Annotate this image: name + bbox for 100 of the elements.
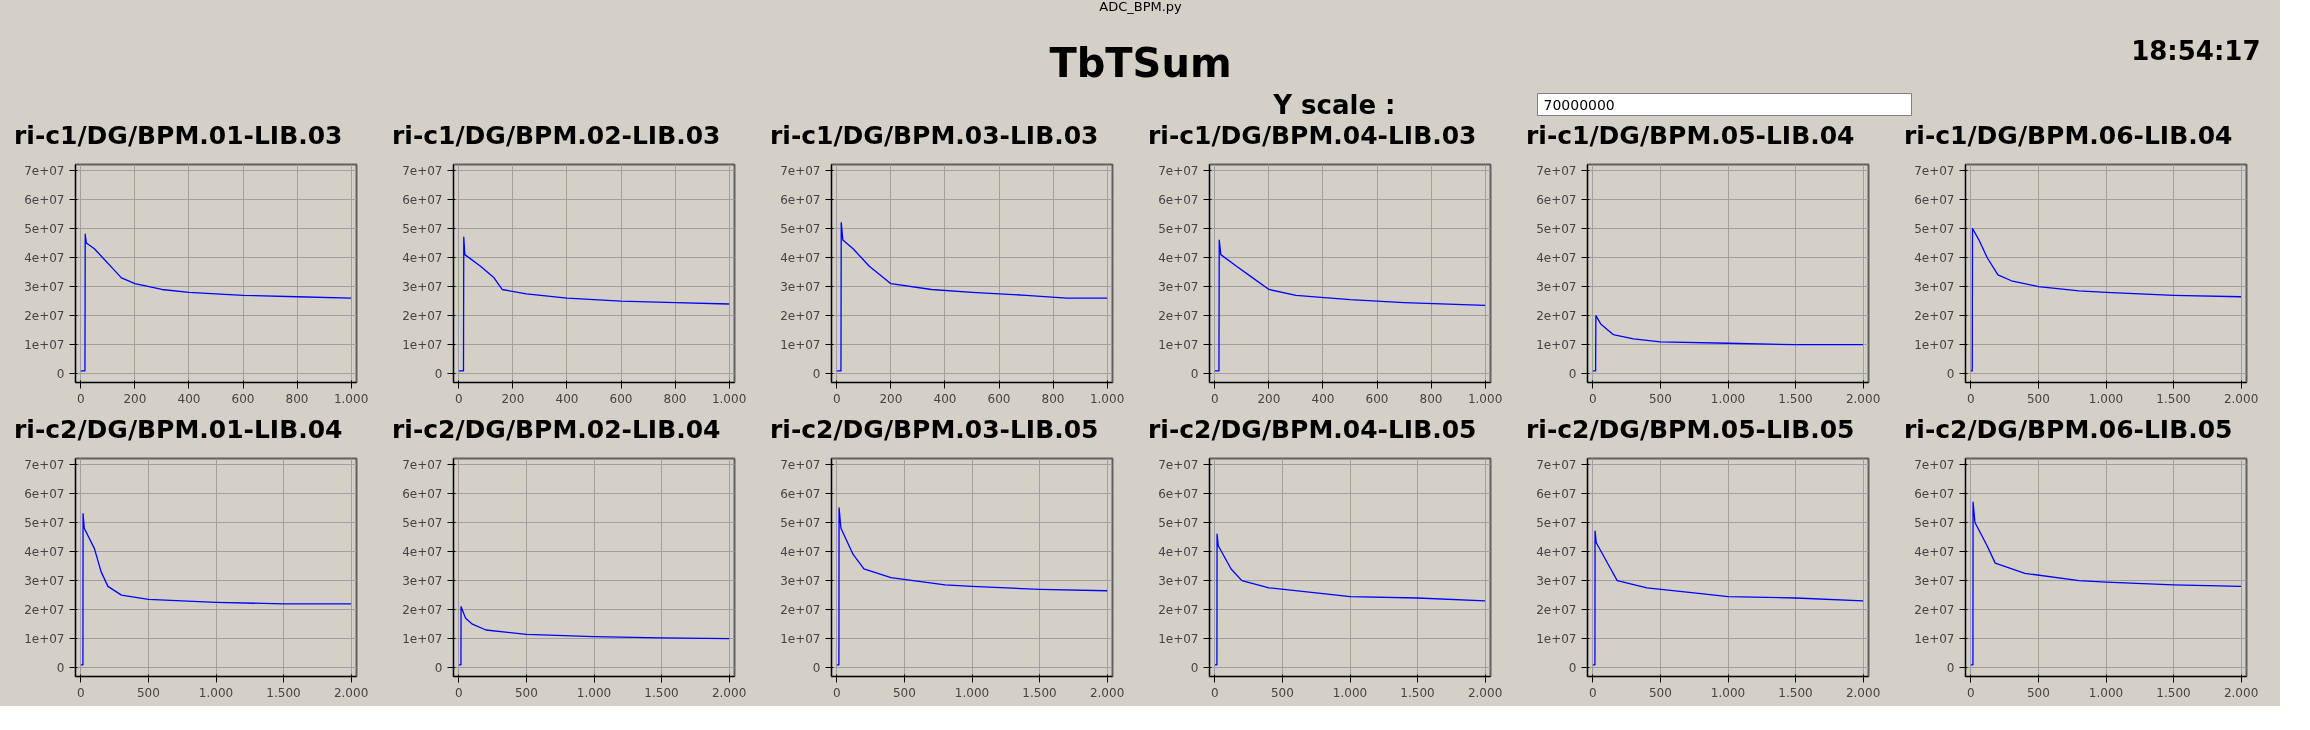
y-tick-label: 5e+07 <box>402 515 443 530</box>
y-tick-label: 7e+07 <box>1536 163 1577 178</box>
x-tick-label: 600 <box>609 391 633 406</box>
y-tick-label: 2e+07 <box>1914 309 1955 324</box>
y-tick-label: 1e+07 <box>402 632 443 647</box>
x-tick-label: 800 <box>1419 391 1443 406</box>
y-tick-label: 7e+07 <box>24 457 65 472</box>
y-tick-label: 4e+07 <box>402 251 443 266</box>
y-tick-label: 6e+07 <box>1158 486 1199 501</box>
chart-title: ri-c1/DG/BPM.05-LIB.04 <box>1526 120 1855 152</box>
y-tick-label: 1e+07 <box>402 338 443 353</box>
y-tick-label: 4e+07 <box>24 545 65 560</box>
chart-title: ri-c1/DG/BPM.02-LIB.03 <box>392 120 721 152</box>
x-tick-label: 2.000 <box>711 685 747 700</box>
chart-title: ri-c2/DG/BPM.05-LIB.05 <box>1526 414 1855 446</box>
y-tick-label: 7e+07 <box>1158 457 1199 472</box>
y-tick-label: 4e+07 <box>24 251 65 266</box>
y-tick-label: 4e+07 <box>402 545 443 560</box>
y-tick-label: 6e+07 <box>1158 192 1199 207</box>
chart-title: ri-c2/DG/BPM.04-LIB.05 <box>1148 414 1477 446</box>
y-tick-label: 1e+07 <box>780 632 821 647</box>
x-tick-label: 200 <box>1257 391 1281 406</box>
y-tick-label: 5e+07 <box>1914 515 1955 530</box>
x-tick-label: 1.500 <box>2156 685 2191 700</box>
y-tick-label: 2e+07 <box>780 309 821 324</box>
x-tick-label: 1.000 <box>1710 391 1746 406</box>
x-tick-label: 2.000 <box>1467 685 1503 700</box>
x-tick-label: 0 <box>833 685 841 700</box>
text: Y scale : <box>1272 89 1396 120</box>
y-tick-label: 4e+07 <box>1914 251 1955 266</box>
x-tick-label: 400 <box>1311 391 1335 406</box>
x-tick-label: 800 <box>663 391 687 406</box>
y-tick-label: 4e+07 <box>780 251 821 266</box>
x-tick-label: 400 <box>177 391 201 406</box>
x-tick-label: 0 <box>1589 391 1597 406</box>
y-tick-label: 3e+07 <box>780 574 821 589</box>
text: 18:54:17 <box>2131 35 2261 66</box>
x-tick-label: 500 <box>893 685 916 700</box>
y-tick-label: 0 <box>434 661 443 676</box>
y-tick-label: 0 <box>1190 661 1199 676</box>
x-tick-label: 2.000 <box>1845 391 1881 406</box>
x-tick-label: 1.000 <box>1332 685 1368 700</box>
y-tick-label: 0 <box>1568 367 1577 382</box>
y-tick-label: 6e+07 <box>1914 486 1955 501</box>
y-tick-label: 7e+07 <box>402 163 443 178</box>
y-tick-label: 5e+07 <box>1536 515 1577 530</box>
y-tick-label: 7e+07 <box>1914 457 1955 472</box>
chart-title: ri-c2/DG/BPM.01-LIB.04 <box>14 414 343 446</box>
y-tick-label: 2e+07 <box>780 603 821 618</box>
y-tick-label: 5e+07 <box>1914 221 1955 236</box>
chart-title: ri-c2/DG/BPM.02-LIB.04 <box>392 414 721 446</box>
y-tick-label: 3e+07 <box>1914 280 1955 295</box>
x-tick-label: 1.000 <box>2088 685 2124 700</box>
x-tick-label: 500 <box>2027 685 2050 700</box>
x-tick-label: 400 <box>933 391 957 406</box>
y-tick-label: 1e+07 <box>1536 338 1577 353</box>
y-tick-label: 7e+07 <box>402 457 443 472</box>
x-tick-label: 2.000 <box>1089 685 1125 700</box>
x-tick-label: 2.000 <box>333 685 369 700</box>
text: TbTSum <box>1049 39 1232 86</box>
y-tick-label: 3e+07 <box>1536 574 1577 589</box>
y-tick-label: 7e+07 <box>780 457 821 472</box>
y-tick-label: 3e+07 <box>402 280 443 295</box>
y-tick-label: 3e+07 <box>1158 280 1199 295</box>
y-tick-label: 4e+07 <box>1158 251 1199 266</box>
y-tick-label: 5e+07 <box>24 221 65 236</box>
y-tick-label: 1e+07 <box>24 338 65 353</box>
y-tick-label: 2e+07 <box>1914 603 1955 618</box>
x-tick-label: 0 <box>1967 391 1975 406</box>
text: 70000000 <box>1543 96 1615 113</box>
x-tick-label: 600 <box>231 391 255 406</box>
y-tick-label: 0 <box>1946 367 1955 382</box>
x-tick-label: 800 <box>285 391 309 406</box>
x-tick-label: 0 <box>1967 685 1975 700</box>
y-tick-label: 2e+07 <box>1158 309 1199 324</box>
y-tick-label: 3e+07 <box>24 280 65 295</box>
x-tick-label: 2.000 <box>2223 685 2259 700</box>
x-tick-label: 0 <box>833 391 841 406</box>
y-tick-label: 4e+07 <box>1914 545 1955 560</box>
x-tick-label: 1.500 <box>1022 685 1057 700</box>
x-tick-label: 1.000 <box>576 685 612 700</box>
y-tick-label: 3e+07 <box>1158 574 1199 589</box>
y-tick-label: 4e+07 <box>1536 545 1577 560</box>
y-tick-label: 6e+07 <box>780 192 821 207</box>
x-tick-label: 0 <box>455 391 463 406</box>
y-tick-label: 6e+07 <box>402 486 443 501</box>
x-tick-label: 0 <box>77 685 85 700</box>
x-tick-label: 200 <box>879 391 903 406</box>
y-tick-label: 5e+07 <box>1158 221 1199 236</box>
y-tick-label: 1e+07 <box>1158 338 1199 353</box>
y-tick-label: 7e+07 <box>1158 163 1199 178</box>
y-tick-label: 1e+07 <box>1536 632 1577 647</box>
y-tick-label: 3e+07 <box>780 280 821 295</box>
y-tick-label: 4e+07 <box>1158 545 1199 560</box>
x-tick-label: 800 <box>1041 391 1065 406</box>
y-tick-label: 1e+07 <box>1914 632 1955 647</box>
x-tick-label: 200 <box>123 391 147 406</box>
x-tick-label: 0 <box>77 391 85 406</box>
x-tick-label: 0 <box>455 685 463 700</box>
x-tick-label: 600 <box>987 391 1011 406</box>
